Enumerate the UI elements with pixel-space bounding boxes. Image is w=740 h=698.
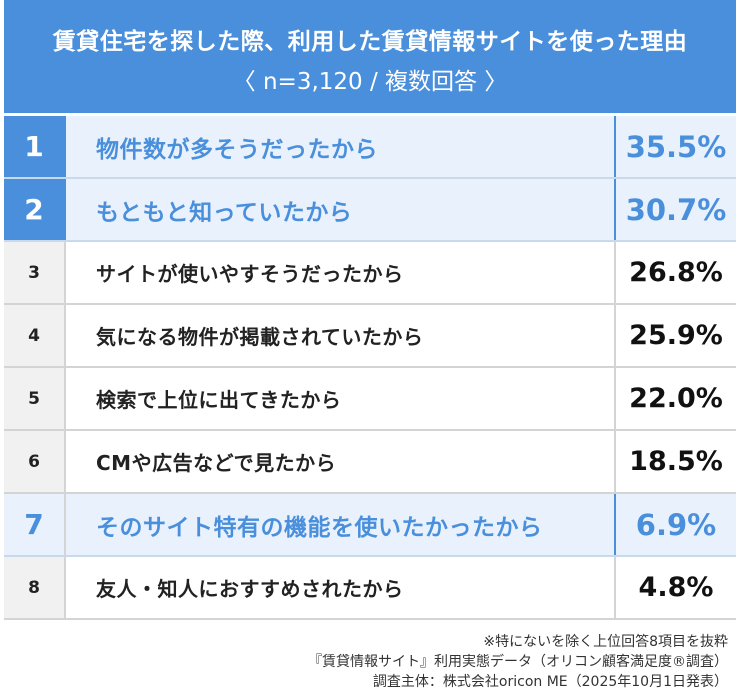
footnote-line: 『賃貸情報サイト』利用実態データ（オリコン顧客満足度®調査） (308, 654, 728, 670)
reason-label: CMや広告などで見たから (96, 451, 337, 475)
chart-subtitle: 〈 n=3,120 / 複数回答 〉 (232, 69, 508, 95)
footnote-line: 調査主体：株式会社oricon ME（2025年10月1日発表） (372, 674, 728, 690)
reason-label: 気になる物件が掲載されていたから (96, 325, 424, 349)
reason-label: 友人・知人におすすめされたから (96, 577, 404, 601)
percentage-value: 35.5% (614, 116, 736, 177)
rank-number: 6 (4, 431, 66, 492)
reason-label: 物件数が多そうだったから (96, 136, 378, 163)
percentage-value: 6.9% (614, 494, 736, 555)
rank-number: 4 (4, 305, 66, 366)
table-row: 8 友人・知人におすすめされたから 4.8% (4, 557, 736, 620)
table-row: 4 気になる物件が掲載されていたから 25.9% (4, 305, 736, 368)
percentage-value: 22.0% (614, 368, 736, 429)
reason-label: サイトが使いやすそうだったから (96, 262, 404, 286)
rank-number: 5 (4, 368, 66, 429)
rank-number: 7 (4, 494, 66, 555)
reason-label: 検索で上位に出てきたから (96, 388, 342, 412)
percentage-value: 18.5% (614, 431, 736, 492)
table-row: 5 検索で上位に出てきたから 22.0% (4, 368, 736, 431)
reason-label: そのサイト特有の機能を使いたかったから (96, 514, 543, 541)
rank-number: 2 (4, 179, 66, 240)
percentage-value: 4.8% (614, 557, 736, 618)
rank-number: 1 (4, 116, 66, 177)
table-row: 7 そのサイト特有の機能を使いたかったから 6.9% (4, 494, 736, 557)
table-row: 1 物件数が多そうだったから 35.5% (4, 116, 736, 179)
reason-label: もともと知っていたから (96, 199, 353, 226)
table-row: 2 もともと知っていたから 30.7% (4, 179, 736, 242)
percentage-value: 25.9% (614, 305, 736, 366)
rank-number: 3 (4, 242, 66, 303)
chart-title: 賃貸住宅を探した際、利用した賃貸情報サイトを使った理由 (52, 29, 688, 55)
rank-number: 8 (4, 557, 66, 618)
ranking-table: 1 物件数が多そうだったから 35.5% 2 もともと知っていたから 30.7% 3 サイトが… (4, 116, 736, 620)
table-row: 6 CMや広告などで見たから 18.5% (4, 431, 736, 494)
footnote-line: ※特にないを除く上位回答8項目を抜粋 (483, 634, 728, 650)
chart-header: 賃貸住宅を探した際、利用した賃貸情報サイトを使った理由 〈 n=3,120 / … (4, 0, 736, 113)
percentage-value: 30.7% (614, 179, 736, 240)
table-row: 3 サイトが使いやすそうだったから 26.8% (4, 242, 736, 305)
footnotes: ※特にないを除く上位回答8項目を抜粋 『賃貸情報サイト』利用実態データ（オリコン… (308, 632, 728, 692)
percentage-value: 26.8% (614, 242, 736, 303)
